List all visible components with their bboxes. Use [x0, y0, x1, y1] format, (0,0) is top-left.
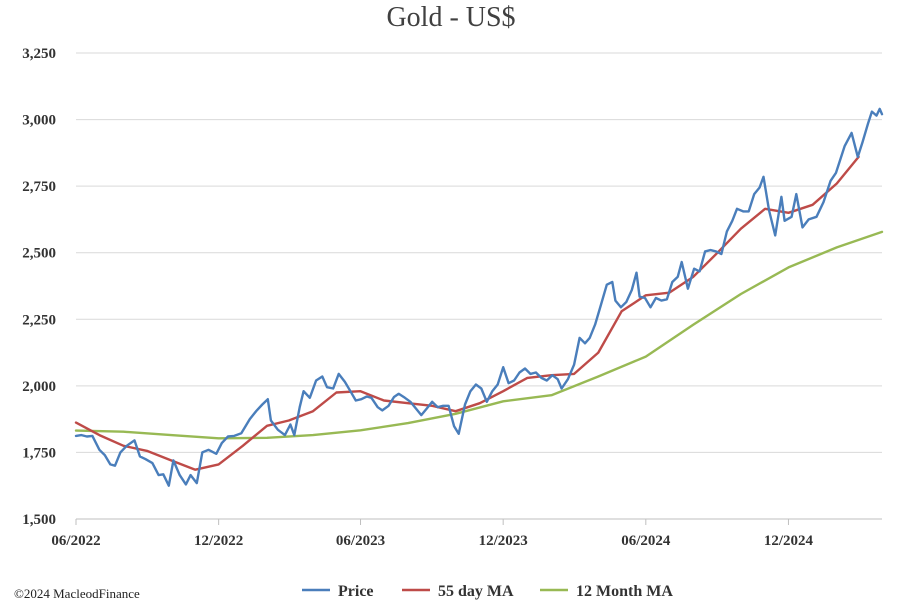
x-tick-label: 12/2024 [764, 533, 814, 549]
x-tick-label: 06/2024 [621, 533, 671, 549]
y-tick-label: 2,000 [22, 379, 56, 395]
x-tick-label: 12/2022 [194, 533, 243, 549]
legend-label: 12 Month MA [576, 583, 673, 600]
y-tick-label: 2,500 [22, 246, 56, 262]
x-tick-label: 06/2023 [336, 533, 385, 549]
series-line-price [74, 107, 884, 487]
x-tick-label: 12/2023 [479, 533, 528, 549]
series-line-55-day-ma [74, 155, 860, 471]
y-tick-label: 2,250 [22, 312, 56, 328]
y-tick-label: 1,500 [22, 512, 56, 528]
y-tick-label: 3,000 [22, 113, 56, 129]
y-tick-label: 3,250 [22, 46, 56, 62]
chart-title: Gold - US$ [386, 2, 516, 33]
copyright-notice: ©2024 MacleodFinance [14, 586, 140, 601]
series-line-12-month-ma [74, 230, 884, 440]
legend-label: 55 day MA [438, 583, 514, 600]
y-tick-label: 2,750 [22, 179, 56, 195]
legend-label: Price [338, 583, 374, 600]
y-tick-label: 1,750 [22, 445, 56, 461]
x-tick-label: 06/2022 [51, 533, 100, 549]
